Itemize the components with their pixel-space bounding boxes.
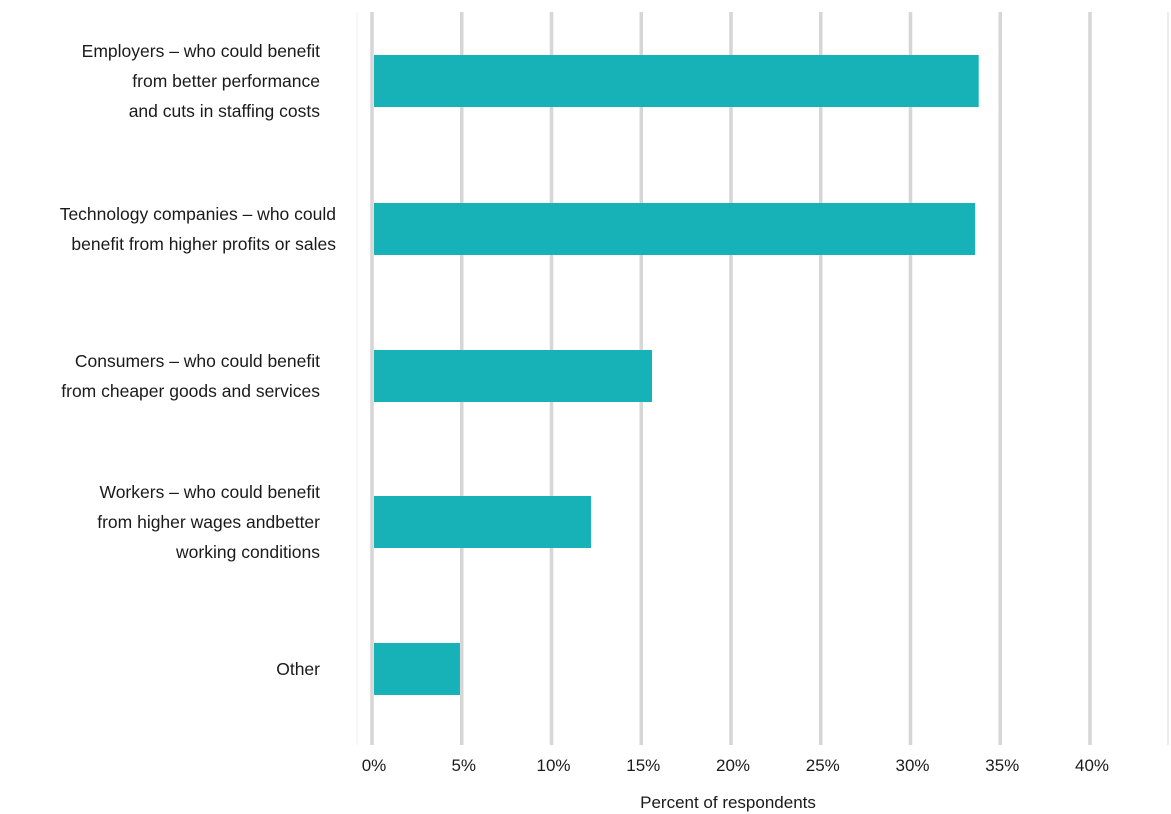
category-label-line: Other: [276, 659, 320, 679]
category-label-line: from cheaper goods and services: [61, 381, 320, 401]
bars: [374, 55, 979, 695]
x-tick-label: 10%: [536, 756, 570, 775]
bar: [374, 643, 460, 695]
category-label-line: Technology companies – who could: [60, 204, 336, 224]
x-tick-label: 25%: [806, 756, 840, 775]
category-label-line: working conditions: [175, 542, 320, 562]
category-label-line: from better performance: [132, 71, 320, 91]
category-label-line: benefit from higher profits or sales: [71, 234, 336, 254]
x-tick-label: 40%: [1075, 756, 1109, 775]
x-tick-label: 0%: [362, 756, 387, 775]
x-tick-label: 30%: [895, 756, 929, 775]
category-label: Workers – who could benefit from higher w…: [97, 482, 320, 562]
x-tick-label: 15%: [626, 756, 660, 775]
x-axis-title: Percent of respondents: [640, 793, 816, 812]
bar: [374, 55, 979, 107]
category-label-line: Workers – who could benefit: [100, 482, 321, 502]
x-tick-label: 5%: [451, 756, 476, 775]
category-label: Other: [276, 659, 320, 679]
x-tick-label: 35%: [985, 756, 1019, 775]
category-label-line: Consumers – who could benefit: [75, 351, 320, 371]
category-label-line: from higher wages andbetter: [97, 512, 320, 532]
bar: [374, 350, 653, 402]
bar: [374, 203, 976, 255]
x-tick-label: 20%: [716, 756, 750, 775]
gridlines: [370, 12, 1092, 745]
category-label: Consumers – who could benefit from cheape…: [61, 351, 320, 401]
category-label: Technology companies – who could benefit …: [60, 204, 337, 254]
category-labels: Employers – who could benefit from better…: [60, 41, 337, 679]
category-label: Employers – who could benefit from better…: [82, 41, 321, 121]
category-label-line: and cuts in staffing costs: [129, 101, 321, 121]
category-label-line: Employers – who could benefit: [82, 41, 320, 61]
x-tick-labels: 0% 5% 10% 15% 20% 25% 30% 35% 40%: [362, 756, 1109, 775]
bar: [374, 496, 591, 548]
